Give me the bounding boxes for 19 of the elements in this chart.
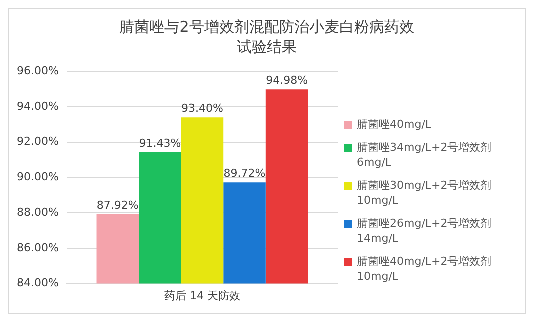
legend-label: 腈菌唑40mg/L [357,117,432,132]
data-label: 87.92% [96,198,139,212]
legend-label: 腈菌唑34mg/L+2号增效剂6mg/L [357,140,493,170]
y-tick-label: 84.00% [16,276,59,290]
legend-label: 腈菌唑30mg/L+2号增效剂10mg/L [357,178,493,208]
y-tick-label: 88.00% [16,206,59,219]
data-label: 93.40% [181,102,224,115]
x-tick-label: 药后 14 天防效 [164,289,240,302]
data-label: 91.43% [139,136,182,150]
data-label: 89.72% [224,167,266,180]
data-label: 94.98% [266,74,308,87]
y-tick-label: 92.00% [16,135,59,148]
y-tick-label: 96.00% [16,64,59,78]
y-tick-label: 86.00% [16,241,59,254]
y-tick-label: 90.00% [16,170,59,184]
legend-label: 腈菌唑26mg/L+2号增效剂14mg/L [357,216,493,246]
chart-title: 腈菌唑与2号增效剂混配防治小麦白粉病药效试验结果 [118,17,416,57]
legend-label: 腈菌唑40mg/L+2号增效剂10mg/L [357,254,493,284]
y-tick-label: 94.00% [16,100,59,113]
